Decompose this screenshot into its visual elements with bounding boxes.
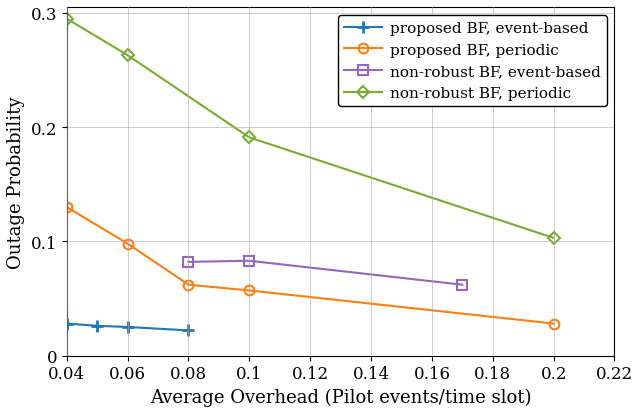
proposed BF, periodic xyxy=(246,288,253,293)
non-robust BF, periodic xyxy=(124,54,131,59)
Line: proposed BF, event-based: proposed BF, event-based xyxy=(60,318,195,337)
proposed BF, event-based xyxy=(63,321,70,326)
non-robust BF, event-based xyxy=(246,259,253,263)
Legend: proposed BF, event-based, proposed BF, periodic, non-robust BF, event-based, non: proposed BF, event-based, proposed BF, p… xyxy=(338,16,607,107)
non-robust BF, event-based xyxy=(458,282,466,287)
proposed BF, event-based xyxy=(93,323,101,328)
non-robust BF, event-based xyxy=(184,260,192,265)
proposed BF, periodic xyxy=(184,282,192,287)
X-axis label: Average Overhead (Pilot events/time slot): Average Overhead (Pilot events/time slot… xyxy=(150,388,531,406)
non-robust BF, periodic xyxy=(246,135,253,140)
Line: non-robust BF, periodic: non-robust BF, periodic xyxy=(63,15,558,242)
proposed BF, periodic xyxy=(124,242,131,247)
Line: non-robust BF, event-based: non-robust BF, event-based xyxy=(184,256,467,290)
proposed BF, event-based xyxy=(124,325,131,330)
Y-axis label: Outage Probability: Outage Probability xyxy=(7,96,25,268)
Line: proposed BF, periodic: proposed BF, periodic xyxy=(62,203,559,329)
proposed BF, periodic xyxy=(63,205,70,210)
proposed BF, event-based xyxy=(184,328,192,333)
non-robust BF, periodic xyxy=(550,236,557,241)
proposed BF, periodic xyxy=(550,321,557,326)
non-robust BF, periodic xyxy=(63,17,70,22)
